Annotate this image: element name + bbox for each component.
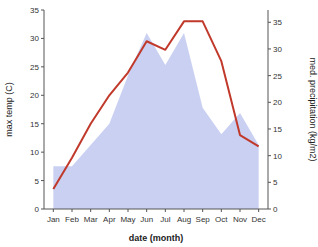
x-tick [165,209,166,212]
plot-area [53,21,258,209]
x-tick-label: Oct [215,215,228,224]
y2-tick [268,102,271,103]
y-tick-label: 30 [30,34,39,43]
y-tick-label: 10 [30,148,39,157]
x-tick [202,209,203,212]
y2-tick-label: 10 [273,152,282,161]
y-tick [41,209,44,210]
x-tick [72,209,73,212]
y2-axis-label: med. precipitation (kg/m2) [308,57,318,161]
chart: Jan Feb Mar Apr May Jun Jul Aug Sep Oct Nov Dec date… [0,0,318,247]
y-tick [41,38,44,39]
y-tick-label: 0 [35,205,40,214]
x-tick-label: Jun [140,215,153,224]
chart-container: Jan Feb Mar Apr May Jun Jul Aug Sep Oct Nov Dec date… [0,0,318,247]
y2-tick [268,155,271,156]
x-tick [109,209,110,212]
x-tick-label: Nov [233,215,247,224]
x-tick-label: Feb [65,215,79,224]
y2-axis-line [268,10,269,209]
y-tick-label: 5 [35,177,40,186]
y2-tick [268,182,271,183]
y2-tick-label: 30 [273,45,282,54]
x-tick-label: Dec [252,215,266,224]
y-tick [41,95,44,96]
x-tick-label: Jul [160,215,170,224]
y-tick [41,180,44,181]
y2-tick [268,128,271,129]
x-axis-line [44,209,268,210]
y-tick-label: 35 [30,6,39,15]
y-tick-label: 20 [30,91,39,100]
x-tick-label: May [120,215,135,224]
x-tick-label: Sep [196,215,211,224]
y2-tick [268,22,271,23]
x-tick [184,209,185,212]
x-tick [258,209,259,212]
x-tick-label: Jan [47,215,60,224]
x-tick [146,209,147,212]
y2-tick-label: 15 [273,125,282,134]
x-tick [240,209,241,212]
y2-tick-label: 0 [273,205,278,214]
y2-tick-label: 20 [273,98,282,107]
y2-tick [268,209,271,210]
y2-tick-label: 5 [273,178,278,187]
line [53,21,258,189]
x-tick-label: Mar [84,215,98,224]
y-axis-label: max temp (C) [4,82,14,137]
x-tick-label: Aug [177,215,191,224]
y-tick [41,123,44,124]
y-tick [41,66,44,67]
x-tick [221,209,222,212]
y-tick [41,152,44,153]
y2-tick [268,75,271,76]
y-axis-line [44,10,45,209]
y-tick-label: 25 [30,63,39,72]
y-tick-label: 15 [30,120,39,129]
x-tick-label: Apr [103,215,116,224]
y2-tick-label: 35 [273,18,282,27]
y2-tick-label: 25 [273,72,282,81]
y-tick [41,10,44,11]
axes: Jan Feb Mar Apr May Jun Jul Aug Sep Oct Nov Dec date… [4,6,318,243]
x-tick [53,209,54,212]
x-tick [128,209,129,212]
area [53,33,258,209]
y2-tick [268,48,271,49]
x-tick [90,209,91,212]
x-axis-label: date (month) [129,233,184,243]
